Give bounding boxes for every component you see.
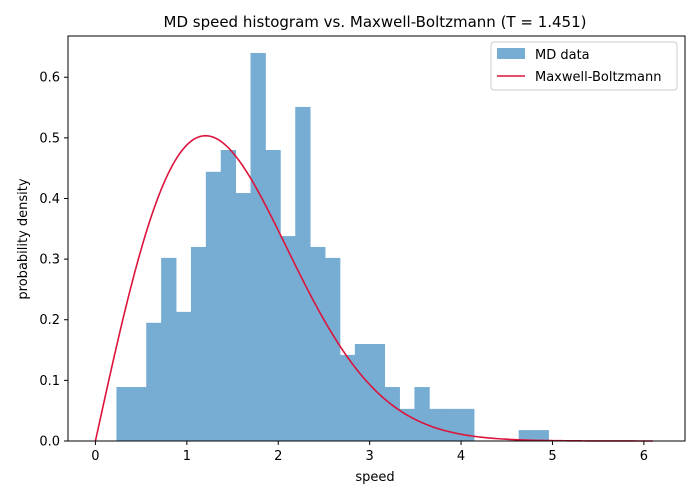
y-tick-label: 0.3 [39,253,60,268]
histogram-bar [533,430,549,441]
histogram-bar [190,246,207,441]
histogram-bar [131,387,147,441]
legend-histogram-label: MD data [535,48,590,63]
histogram-bar [399,408,415,441]
histogram-bar [220,149,237,442]
histogram-bar [414,387,430,441]
x-tick-label: 0 [91,449,99,464]
y-tick-label: 0.4 [39,192,60,207]
legend-box [490,41,678,91]
histogram-bar [354,343,371,441]
x-tick-label: 3 [366,449,374,464]
histogram-bar [146,322,162,441]
histogram-bar [116,387,132,441]
legend: MD data Maxwell-Boltzmann [490,41,678,91]
y-tick-label: 0.0 [39,435,60,450]
y-tick-label: 0.2 [39,313,60,328]
chart-title: MD speed histogram vs. Maxwell-Boltzmann… [164,13,587,31]
histogram-bar [429,408,445,441]
plot-frame [67,35,686,442]
y-tick-label: 0.6 [39,71,60,86]
y-axis-label: probability density [16,178,31,299]
x-tick-label: 6 [640,449,648,464]
histogram-bar [459,408,475,441]
histogram-bars [116,52,549,442]
x-axis-label: speed [355,470,394,485]
histogram-bar [518,430,535,441]
histogram-bar [384,387,400,441]
histogram-bar [265,149,281,442]
x-tick-label: 1 [183,449,191,464]
ticks: 0 1 2 3 4 5 6 0.0 0.1 0.2 0.3 0.4 0.5 0.6 [39,71,648,464]
histogram-bar [310,246,326,441]
histogram-bar [205,171,222,441]
legend-histogram-swatch [497,48,525,59]
histogram-bar [444,408,460,441]
histogram-bar [325,257,341,441]
histogram-bar [176,311,192,441]
legend-curve-label: Maxwell-Boltzmann [535,70,661,85]
histogram-bar [280,236,296,441]
histogram-bar [339,354,356,441]
y-tick-label: 0.1 [39,374,60,389]
histogram-bar [161,257,177,441]
histogram-bar [235,193,251,441]
y-tick-label: 0.5 [39,131,60,146]
x-tick-label: 5 [548,449,556,464]
x-tick-label: 4 [457,449,465,464]
histogram-bar [250,52,266,441]
axes [67,35,686,442]
x-tick-label: 2 [274,449,282,464]
histogram-bar [295,106,311,441]
